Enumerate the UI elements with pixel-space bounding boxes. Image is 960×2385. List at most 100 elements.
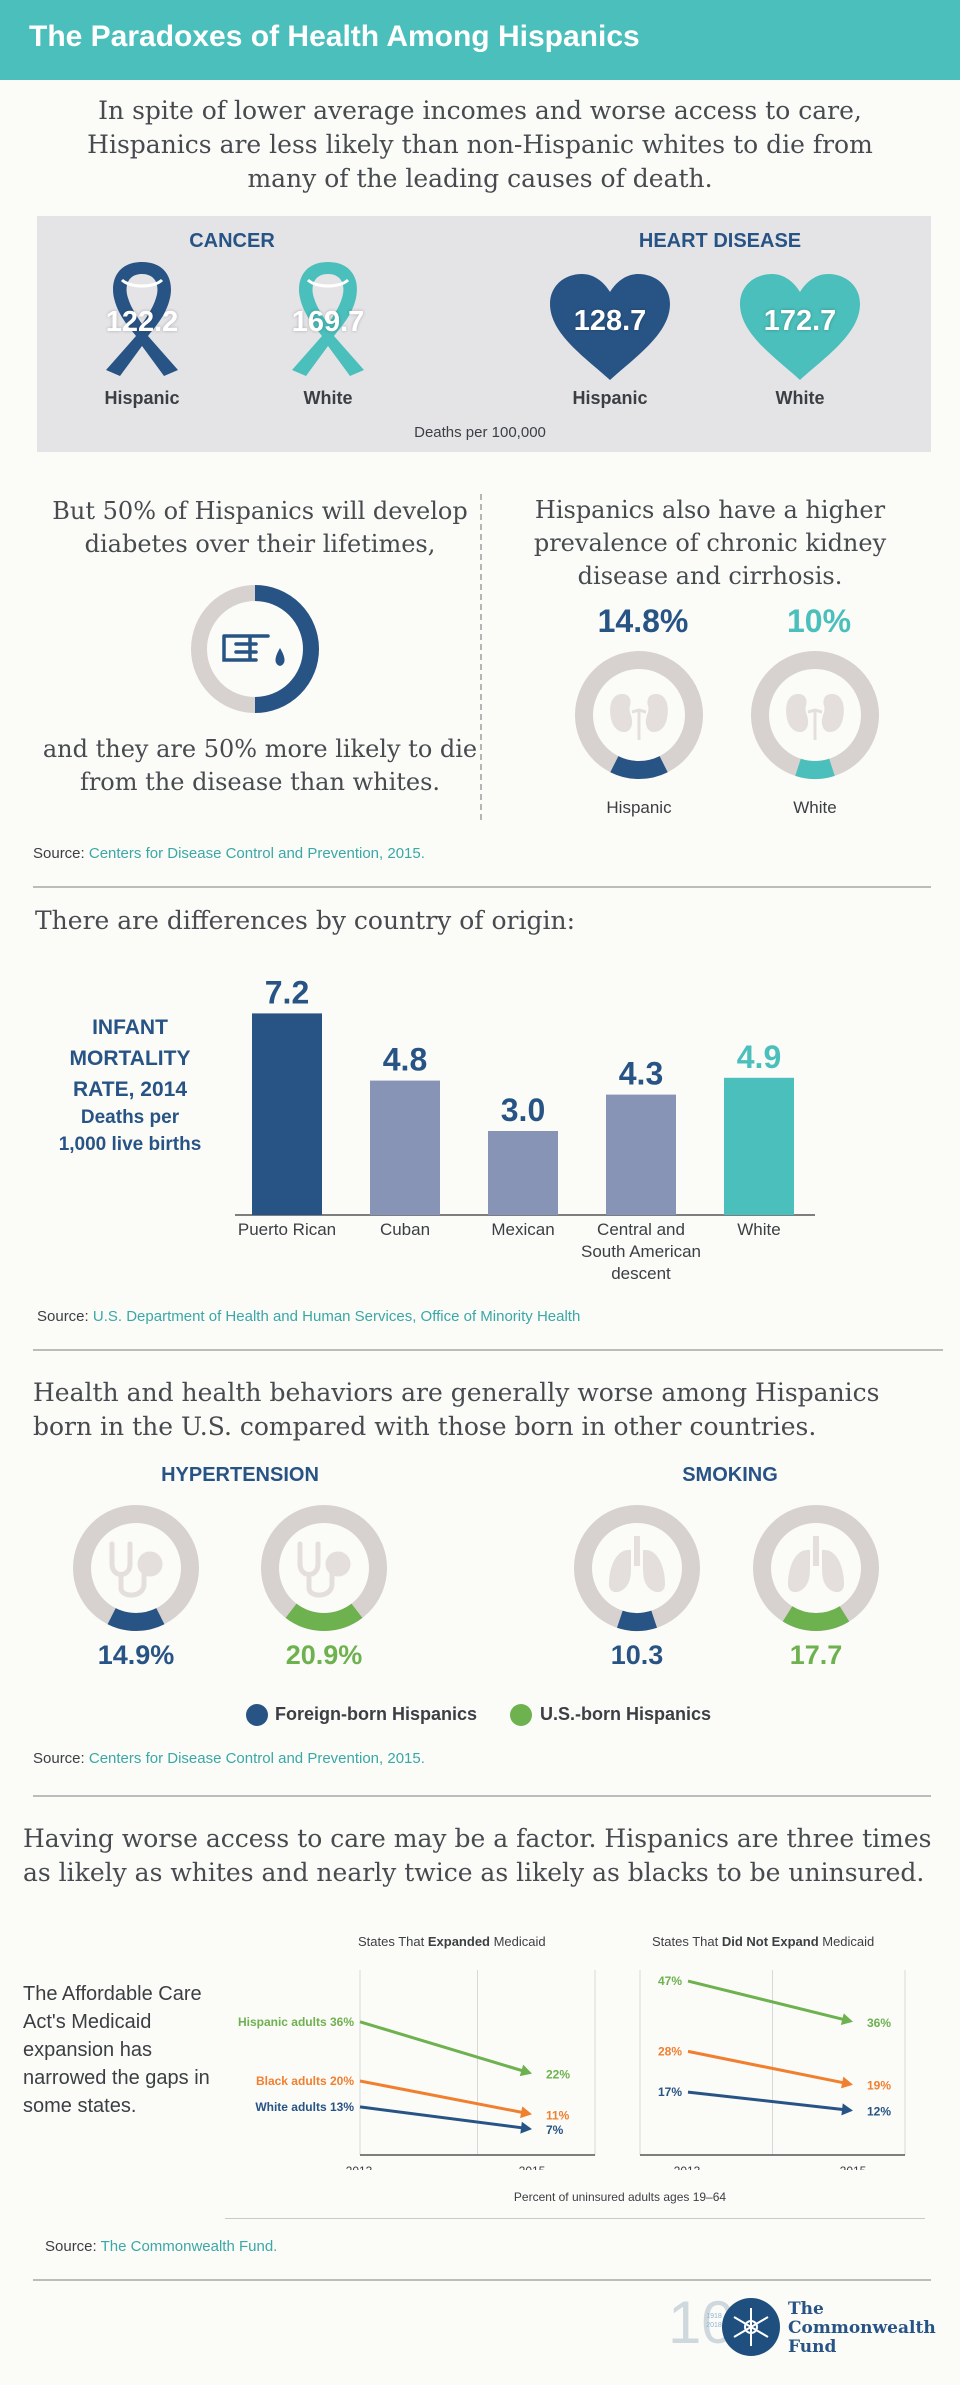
heart-white-label: White [775,388,825,408]
source-label: Source: [45,2238,101,2255]
hypertension-title: HYPERTENSION [161,1464,319,1486]
bar-value-label: 4.9 [737,1039,781,1075]
logo-years: 1918 2018 [706,2313,722,2329]
source-hhs: Source: U.S. Department of Health and Hu… [37,1308,580,1325]
kidney-white-arc [795,758,835,779]
source-link-commonwealth[interactable]: The Commonwealth Fund. [100,2238,278,2255]
series-end-label: 12% [867,2105,891,2119]
page-title: The Paradoxes of Health Among Hispanics [29,20,640,53]
commonwealth-fund-wordmark: The Commonwealth Fund [788,2299,936,2357]
cancer-ribbon-white-icon [292,262,364,376]
diabetes-donut-share [254,585,319,713]
bar-value-label: 4.3 [619,1056,663,1092]
hypertension-us-donut [261,1505,387,1631]
source-commonwealth: Source: The Commonwealth Fund. [45,2238,277,2255]
source-link-cdc[interactable]: Centers for Disease Control and Preventi… [88,1750,425,1767]
series-start-label: 47% [658,1974,682,1988]
hypertension-us-arc [285,1603,363,1631]
series-start-label: White adults 13% [255,2100,354,2114]
series-arrowhead [520,2106,532,2119]
origin-title: There are differences by country of orig… [35,906,576,935]
bar-value-label: 7.2 [265,974,309,1010]
source-cdc-1: Source: Centers for Disease Control and … [33,845,425,862]
category-label: Mexican [491,1220,555,1239]
bar-value-label: 3.0 [501,1092,545,1128]
smoking-foreign-donut [574,1505,700,1631]
chart-baseline-rule [225,2218,925,2219]
legend-us-swatch [510,1704,532,1726]
divider-rule [33,2279,931,2281]
x-tick-label: 2013 [346,2164,373,2170]
series-end-label: 36% [867,2016,891,2030]
source-cdc-2: Source: Centers for Disease Control and … [33,1750,425,1767]
hypertension-us-value: 20.9% [285,1640,363,1670]
smoking-foreign-arc [616,1610,658,1631]
hypertension-foreign-donut [73,1505,199,1631]
kidney-hispanic-value: 14.8% [597,603,689,639]
aca-text: The Affordable Care Act's Medicaid expan… [23,1983,210,2117]
section-divider [480,494,482,820]
diabetes-text-bottom: and they are 50% more likely to die from… [42,735,478,796]
source-label: Source: [37,1308,93,1325]
header-banner: The Paradoxes of Health Among Hispanics [0,0,960,80]
category-label: White [737,1220,781,1239]
cancer-hispanic-value: 122.2 [105,306,179,338]
cancer-hispanic-label: Hispanic [104,388,180,408]
source-link-cdc[interactable]: Centers for Disease Control and Preventi… [88,845,425,862]
divider-rule [33,1795,931,1797]
heart-disease-title: HEART DISEASE [638,230,802,252]
smoking-us-value: 17.7 [789,1640,843,1670]
infant-mortality-unit: Deaths per 1,000 live births [58,1107,202,1155]
smoking-foreign-value: 10.3 [610,1640,664,1670]
x-tick-label: 2013 [674,2164,701,2170]
cancer-white-value: 169.7 [291,306,365,338]
hypertension-foreign-value: 14.9% [97,1640,175,1670]
series-end-label: 22% [546,2068,570,2082]
hypertension-foreign-arc [107,1607,165,1631]
series-line [359,2079,525,2115]
x-tick-label: 2015 [840,2164,867,2170]
bar-value-label: 4.8 [383,1042,427,1078]
series-line [359,2020,525,2073]
kidney-icon [786,694,844,740]
source-label: Source: [33,1750,89,1767]
intro-text: In spite of lower average incomes and wo… [87,96,873,193]
born-title: Health and health behaviors are generall… [33,1378,880,1441]
legend-foreign-label: Foreign-born Hispanics [275,1704,478,1724]
series-arrowhead [841,2103,853,2116]
kidney-white-donut [751,651,879,779]
series-line [687,1979,846,2022]
source-link-hhs[interactable]: U.S. Department of Health and Human Serv… [92,1308,581,1325]
series-line [687,2090,846,2112]
bar [606,1094,676,1215]
series-arrowhead [840,2013,853,2025]
lungs-icon [788,1536,844,1593]
x-tick-label: 2015 [519,2164,546,2170]
series-start-label: Black adults 20% [256,2074,354,2088]
bar [252,1013,322,1215]
category-label: Central and South American descent [581,1220,702,1283]
series-arrowhead [520,2121,532,2134]
kidney-hispanic-label: Hispanic [606,798,672,817]
not-expanded-chart-title: States That Did Not Expand Medicaid [652,1934,875,1949]
kidney-white-label: White [793,798,837,817]
series-start-label: 28% [658,2044,682,2058]
smoking-us-arc [782,1605,850,1631]
kidney-white-value: 10% [786,603,852,639]
diabetes-text-top: But 50% of Hispanics will develop diabet… [52,497,468,558]
legend-us-label: U.S.-born Hispanics [540,1704,712,1724]
cancer-white-label: White [303,388,353,408]
cancer-title: CANCER [189,230,275,252]
stethoscope-icon [109,1541,163,1598]
kidney-text: Hispanics also have a higher prevalence … [533,496,887,590]
kidney-hispanic-arc [610,755,668,779]
mortality-unit: Deaths per 100,000 [414,424,546,441]
divider-rule [33,886,931,888]
series-arrowhead [841,2076,853,2089]
uninsured-caption: Percent of uninsured adults ages 19–64 [513,2190,727,2204]
series-end-label: 11% [546,2108,570,2122]
series-line [687,2049,846,2085]
series-line [359,2105,525,2130]
heart-white-value: 172.7 [763,305,837,337]
blood-drop-icon [275,648,285,666]
